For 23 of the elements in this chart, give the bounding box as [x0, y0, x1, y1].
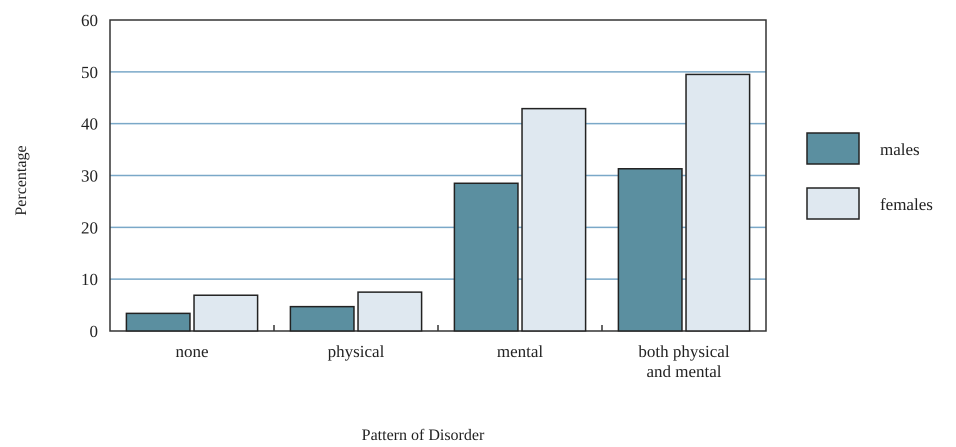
y-tick-label: 50 — [81, 62, 98, 82]
x-tick-label: physical — [328, 342, 385, 361]
bar — [685, 74, 750, 332]
y-tick-label: 30 — [81, 166, 98, 186]
legend-label: males — [880, 140, 920, 159]
y-tick-label: 60 — [81, 10, 98, 30]
bar — [618, 168, 683, 332]
bar — [454, 182, 519, 332]
legend-label: females — [880, 194, 933, 214]
bar — [357, 291, 422, 332]
y-tick-label: 20 — [81, 218, 98, 238]
y-tick-label: 0 — [90, 322, 98, 341]
y-tick-label: 10 — [81, 270, 98, 290]
bar — [290, 306, 355, 332]
x-tick-label: none — [175, 342, 209, 361]
bar — [193, 294, 258, 332]
y-tick-label: 40 — [81, 114, 98, 134]
x-tick-label: both physical and mental — [638, 342, 730, 381]
x-tick-label: mental — [496, 342, 544, 361]
x-axis-title: Pattern of Disorder — [362, 427, 485, 444]
bar — [521, 108, 586, 332]
y-axis-title: Percentage — [13, 145, 30, 216]
bar — [126, 312, 191, 332]
